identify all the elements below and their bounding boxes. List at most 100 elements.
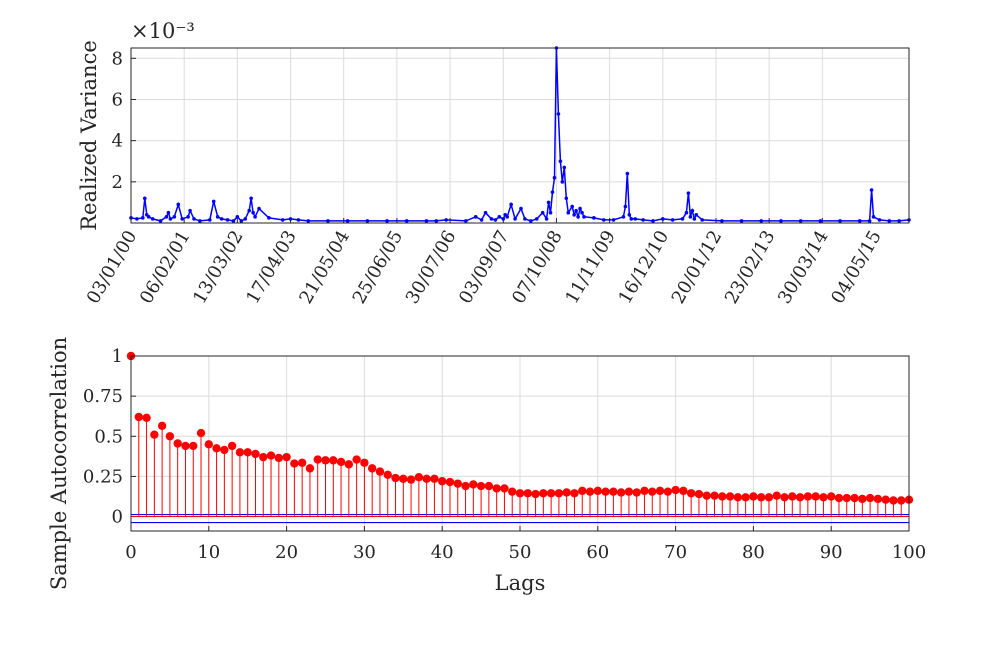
autocorrelation-marker: [445, 477, 455, 487]
realized-variance-point: [464, 219, 468, 223]
autocorrelation-marker: [305, 464, 315, 473]
autocorrelation-marker: [889, 496, 898, 505]
autocorrelation-marker: [741, 493, 750, 502]
autocorrelation-marker: [212, 444, 221, 453]
autocorrelation-marker: [873, 494, 883, 504]
autocorrelation-marker: [578, 486, 587, 496]
realized-variance-point: [759, 219, 764, 223]
realized-variance-point: [186, 215, 190, 219]
autocorrelation-marker: [492, 484, 501, 493]
realized-variance-point: [897, 219, 901, 223]
realized-variance-point: [550, 190, 555, 194]
autocorrelation-marker: [329, 456, 338, 465]
realized-variance-point: [867, 219, 872, 223]
realized-variance-point: [548, 210, 553, 215]
realized-variance-point: [877, 218, 882, 222]
autocorrelation-marker: [406, 475, 416, 484]
autocorrelation-marker: [593, 486, 602, 496]
top-plot-frame: [130, 47, 910, 224]
autocorrelation-marker: [500, 484, 509, 493]
realized-variance-point: [424, 219, 429, 223]
bottom-x-tick-label: 50: [509, 542, 532, 563]
autocorrelation-marker: [430, 474, 439, 484]
top-x-tick-label: 17/04/03: [242, 227, 301, 308]
autocorrelation-marker: [671, 485, 680, 495]
realized-variance-point: [142, 196, 147, 201]
realized-variance-point: [280, 218, 285, 222]
bottom-y-tick-label: 0.75: [83, 386, 123, 407]
realized-variance-chart: 03/01/0006/02/0113/03/0217/04/0321/05/04…: [77, 19, 911, 308]
autocorrelation-marker: [282, 452, 291, 462]
bottom-x-tick-label: 70: [664, 542, 687, 563]
realized-variance-point: [690, 208, 695, 213]
autocorrelation-marker: [508, 487, 517, 496]
autocorrelation-marker: [764, 493, 774, 502]
realized-variance-point: [641, 218, 645, 222]
autocorrelation-marker: [142, 413, 151, 423]
bottom-x-tick-label: 30: [353, 542, 376, 563]
realized-variance-point: [207, 218, 212, 222]
autocorrelation-marker: [710, 491, 719, 500]
bottom-x-axis-label: Lags: [495, 571, 546, 595]
autocorrelation-marker: [453, 479, 462, 488]
top-y-exponent: ×10⁻³: [131, 19, 195, 43]
autocorrelation-marker: [220, 445, 229, 455]
top-x-tick-label: 30/07/06: [402, 227, 461, 308]
autocorrelation-marker: [375, 467, 385, 476]
autocorrelation-chart: 0 10 20 30 40 50 60 70 80 90 100 0 0.25 0.5 0.75 1 Lag…: [47, 337, 926, 595]
bottom-y-tick-label: 1: [112, 346, 123, 367]
autocorrelation-marker: [609, 487, 618, 496]
autocorrelation-marker: [686, 489, 696, 498]
bottom-y-ticks: 0 0.25 0.5 0.75 1: [83, 346, 136, 528]
realized-variance-point: [529, 219, 533, 223]
realized-variance-point: [572, 212, 576, 217]
autocorrelation-marker: [259, 452, 268, 462]
autocorrelation-marker: [546, 489, 556, 498]
realized-variance-point: [887, 219, 892, 223]
autocorrelation-marker: [531, 489, 540, 499]
top-y-tick-label: 6: [112, 89, 123, 110]
top-y-tick-label: 4: [112, 131, 123, 152]
realized-variance-point: [235, 215, 240, 219]
realized-variance-point: [560, 180, 565, 184]
autocorrelation-marker: [780, 493, 789, 502]
realized-variance-point: [473, 215, 478, 219]
autocorrelation-marker: [554, 489, 564, 498]
top-x-tick-label: 07/10/08: [508, 227, 567, 308]
realized-variance-point: [251, 210, 255, 215]
realized-variance-point: [798, 219, 803, 223]
autocorrelation-marker: [321, 456, 330, 465]
realized-variance-point: [296, 218, 301, 222]
autocorrelation-marker: [725, 492, 735, 501]
autocorrelation-marker: [266, 451, 276, 460]
top-x-tick-label: 20/01/12: [668, 227, 727, 308]
realized-variance-point: [225, 218, 230, 222]
autocorrelation-marker: [157, 421, 167, 431]
bottom-y-tick-label: 0.25: [83, 466, 123, 487]
realized-variance-point: [345, 219, 350, 223]
realized-variance-point: [365, 219, 370, 223]
realized-variance-point: [779, 219, 783, 223]
autocorrelation-marker: [679, 486, 688, 496]
autocorrelation-marker: [297, 458, 307, 467]
autocorrelation-marker: [523, 489, 532, 498]
realized-variance-point: [444, 218, 448, 222]
realized-variance-point: [625, 171, 630, 176]
bottom-x-tick-label: 60: [586, 542, 609, 563]
autocorrelation-marker: [632, 488, 641, 497]
autocorrelation-marker: [189, 441, 198, 451]
realized-variance-point: [215, 215, 220, 219]
autocorrelation-marker: [850, 493, 859, 503]
realized-variance-point: [564, 196, 569, 201]
autocorrelation-marker: [469, 480, 478, 489]
autocorrelation-marker: [383, 470, 392, 480]
realized-variance-point: [562, 165, 567, 170]
realized-variance-point: [580, 210, 584, 215]
realized-variance-point: [211, 199, 216, 204]
autocorrelation-marker: [562, 488, 571, 497]
realized-variance-point: [326, 219, 330, 223]
realized-variance-point: [627, 212, 632, 217]
autocorrelation-marker: [694, 489, 704, 499]
realized-variance-point: [540, 210, 545, 215]
